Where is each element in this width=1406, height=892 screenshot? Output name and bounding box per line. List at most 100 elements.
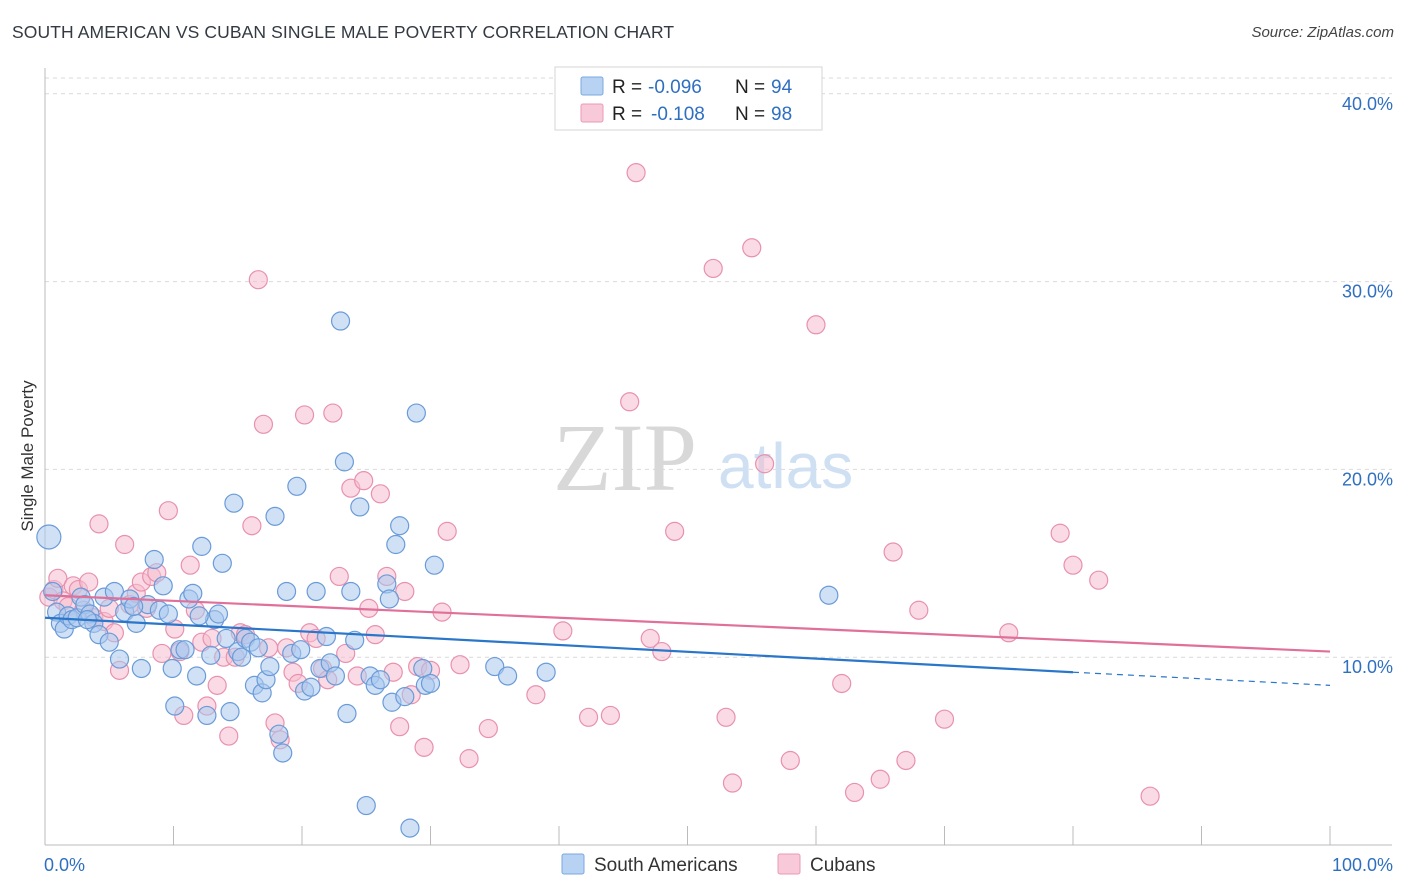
south-american-point — [395, 687, 415, 707]
south-american-point — [208, 604, 229, 624]
cuban-point — [870, 769, 890, 789]
cuban-point — [294, 405, 315, 425]
south-american-point — [144, 549, 164, 570]
south-american-point — [187, 666, 207, 686]
cuban-point — [437, 521, 457, 541]
chart-title: SOUTH AMERICAN VS CUBAN SINGLE MALE POVE… — [12, 22, 675, 42]
south-american-point — [162, 658, 182, 679]
legend-swatch-south-americans — [561, 853, 585, 875]
south-american-point — [201, 645, 221, 665]
legend-label-south-americans: South Americans — [594, 855, 738, 876]
legend-label-cubans: Cubans — [810, 855, 876, 876]
cuban-point — [253, 414, 274, 434]
south-american-point — [212, 553, 232, 573]
south-american-point — [224, 493, 244, 513]
south-american-point — [99, 632, 119, 652]
cuban-point — [207, 675, 227, 695]
legend-swatch-cubans — [777, 853, 801, 875]
south-american-point — [400, 818, 420, 838]
trend-lines — [44, 594, 1331, 686]
stats-swatch-blue — [580, 76, 604, 96]
cuban-point — [780, 750, 800, 771]
cuban-point — [354, 471, 374, 491]
cuban-point — [1063, 555, 1083, 575]
stats-legend: R = -0.096 N = 94 R = -0.108 N = 98 — [554, 66, 823, 131]
axes — [44, 68, 1392, 846]
south-american-point — [165, 696, 185, 716]
cuban-point — [909, 600, 929, 620]
stats-r-value-blue: -0.096 — [648, 77, 702, 98]
south-american-point — [183, 583, 203, 603]
bottom-legend: South Americans Cubans — [561, 853, 876, 876]
stats-r-label-blue: R = — [612, 77, 642, 98]
south-american-point — [341, 581, 361, 602]
south-american-point — [153, 576, 173, 596]
south-american-point — [498, 666, 518, 686]
cuban-point — [934, 709, 955, 729]
tick-labels: 10.0% 20.0% 30.0% 40.0% 0.0% 100.0% — [44, 94, 1393, 875]
south-american-point — [248, 638, 268, 658]
south-american-point — [220, 702, 240, 722]
south-american-point — [104, 581, 124, 602]
cuban-point — [1089, 570, 1109, 590]
south-american-point — [269, 724, 289, 744]
south-american-point — [301, 677, 321, 697]
cuban-point — [115, 534, 135, 555]
cuban-point — [640, 628, 660, 649]
cuban-point — [336, 643, 356, 664]
source-label: Source: ZipAtlas.com — [1251, 24, 1394, 41]
cuban-point — [450, 655, 470, 675]
cuban-point — [390, 717, 410, 737]
south-american-point — [265, 506, 285, 526]
cuban-point — [219, 726, 239, 746]
south-american-point — [291, 640, 311, 660]
south-american-point — [175, 640, 195, 660]
cuban-point — [665, 521, 685, 541]
cuban-point — [722, 773, 743, 793]
cuban-point — [703, 258, 723, 279]
stats-swatch-pink — [580, 103, 604, 123]
south-american-point — [260, 656, 280, 677]
south-american-point — [330, 311, 351, 331]
x-tick-label-100: 100.0% — [1332, 855, 1393, 875]
cuban-point — [553, 621, 573, 641]
cubans-trend-line — [44, 594, 1331, 653]
cuban-point — [600, 705, 621, 726]
cuban-point — [1140, 786, 1160, 806]
x-tick-label-0: 0.0% — [44, 855, 85, 875]
cuban-point — [620, 392, 640, 412]
cuban-point — [414, 737, 434, 757]
cuban-point — [180, 555, 200, 575]
cuban-point — [248, 270, 268, 290]
stats-r-value-pink: -0.108 — [651, 104, 705, 125]
cuban-point — [478, 718, 498, 739]
cuban-point — [754, 454, 775, 474]
stats-n-value-pink: 98 — [771, 104, 792, 125]
south-american-point — [43, 581, 63, 602]
watermark-atlas: atlas — [718, 430, 853, 502]
south-american-point — [420, 673, 441, 694]
cuban-point — [844, 782, 865, 803]
south-american-point — [356, 795, 376, 816]
south-american-point — [158, 604, 178, 624]
south-american-point — [316, 626, 337, 647]
cuban-point — [329, 566, 349, 587]
cuban-point — [395, 581, 415, 602]
cuban-point — [578, 707, 599, 727]
south-american-point — [337, 703, 357, 724]
stats-r-label-pink: R = — [612, 104, 642, 125]
cuban-point — [716, 707, 736, 727]
south-american-point — [345, 630, 365, 650]
south-american-point — [192, 536, 212, 556]
south-american-point — [406, 403, 426, 423]
south-american-point — [216, 628, 236, 649]
south-american-point — [306, 581, 326, 602]
south-americans-trend-line — [44, 616, 1074, 674]
cuban-point — [999, 623, 1019, 643]
gridlines — [45, 77, 1392, 658]
south-american-point — [109, 649, 130, 669]
south-american-point — [131, 658, 151, 679]
south-american-point — [485, 656, 505, 677]
cuban-point — [896, 750, 916, 771]
cuban-point — [832, 673, 852, 694]
